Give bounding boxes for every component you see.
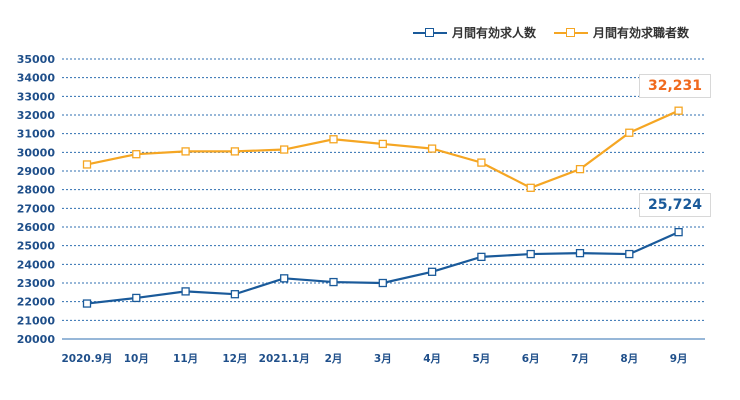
x-axis: 2020.9月 10月 11月 12月 2021.1月 2月 3月 4月 5月 6月 7月 8月 9月 — [61, 353, 687, 365]
y-tick-label: 22000 — [17, 296, 56, 309]
y-tick-label: 29000 — [17, 165, 56, 178]
y-tick-label: 31000 — [17, 128, 56, 141]
x-tick-label: 6月 — [522, 353, 540, 365]
x-tick-label: 4月 — [423, 353, 441, 365]
x-tick-label: 2021.1月 — [259, 353, 310, 365]
data-point — [82, 299, 92, 308]
legend-label: 月間有効求人数 — [452, 26, 537, 40]
data-point — [526, 183, 535, 192]
x-tick-label: 9月 — [670, 353, 688, 365]
series-line-1 — [86, 109, 680, 190]
y-tick-label: 30000 — [17, 146, 56, 159]
data-point — [181, 147, 190, 156]
series-line-0 — [86, 231, 680, 305]
data-point — [674, 106, 683, 115]
data-point — [230, 290, 240, 299]
data-point — [674, 228, 683, 237]
y-tick-label: 23000 — [17, 277, 56, 290]
data-point — [477, 252, 486, 262]
y-tick-label: 24000 — [17, 258, 56, 271]
x-tick-label: 12月 — [222, 353, 247, 365]
x-tick-label: 10月 — [124, 353, 149, 365]
legend-swatch-orange — [554, 27, 589, 39]
callout-job-seekers-latest: 32,231 — [639, 74, 712, 98]
legend-label: 月間有効求職者数 — [593, 26, 690, 40]
data-point — [477, 158, 486, 167]
y-tick-label: 28000 — [17, 184, 56, 197]
x-tick-label: 2月 — [325, 353, 343, 365]
x-tick-label: 11月 — [173, 353, 198, 365]
data-point — [625, 128, 634, 137]
data-point — [181, 287, 190, 296]
legend: 月間有効求人数 月間有効求職者数 — [413, 24, 689, 41]
legend-item-job-seekers: 月間有効求職者数 — [554, 24, 689, 41]
data-point — [132, 150, 141, 159]
data-point — [427, 144, 437, 153]
series-group — [82, 106, 683, 308]
y-axis: 20000 21000 22000 23000 24000 25000 26000 27000… — [17, 53, 56, 346]
y-tick-label: 21000 — [17, 314, 56, 327]
x-tick-label: 5月 — [472, 353, 490, 365]
y-tick-label: 34000 — [17, 72, 56, 85]
data-point — [378, 278, 387, 288]
data-point — [575, 164, 585, 174]
y-tick-label: 26000 — [17, 221, 56, 234]
legend-swatch-blue — [413, 27, 447, 39]
data-point — [329, 135, 338, 144]
x-tick-label: 7月 — [571, 353, 589, 365]
x-tick-label: 2020.9月 — [61, 353, 112, 365]
y-tick-label: 35000 — [17, 53, 56, 66]
y-tick-label: 33000 — [17, 90, 56, 103]
data-point — [575, 248, 585, 258]
data-point — [526, 249, 535, 259]
data-point — [378, 139, 387, 149]
callout-job-offers-latest: 25,724 — [639, 193, 712, 217]
data-point — [427, 267, 437, 276]
x-tick-label: 3月 — [374, 353, 392, 365]
y-tick-label: 25000 — [17, 240, 56, 253]
data-point — [230, 147, 240, 156]
data-point — [329, 277, 338, 287]
legend-item-job-offers: 月間有効求人数 — [413, 24, 536, 41]
gridlines — [62, 58, 705, 340]
data-point — [625, 249, 634, 259]
y-tick-label: 20000 — [17, 333, 56, 346]
x-tick-label: 8月 — [620, 353, 638, 365]
data-point — [280, 274, 289, 283]
y-tick-label: 27000 — [17, 202, 56, 215]
data-point — [82, 160, 92, 169]
data-point — [132, 293, 141, 303]
y-tick-label: 32000 — [17, 109, 56, 122]
data-point — [280, 145, 289, 154]
